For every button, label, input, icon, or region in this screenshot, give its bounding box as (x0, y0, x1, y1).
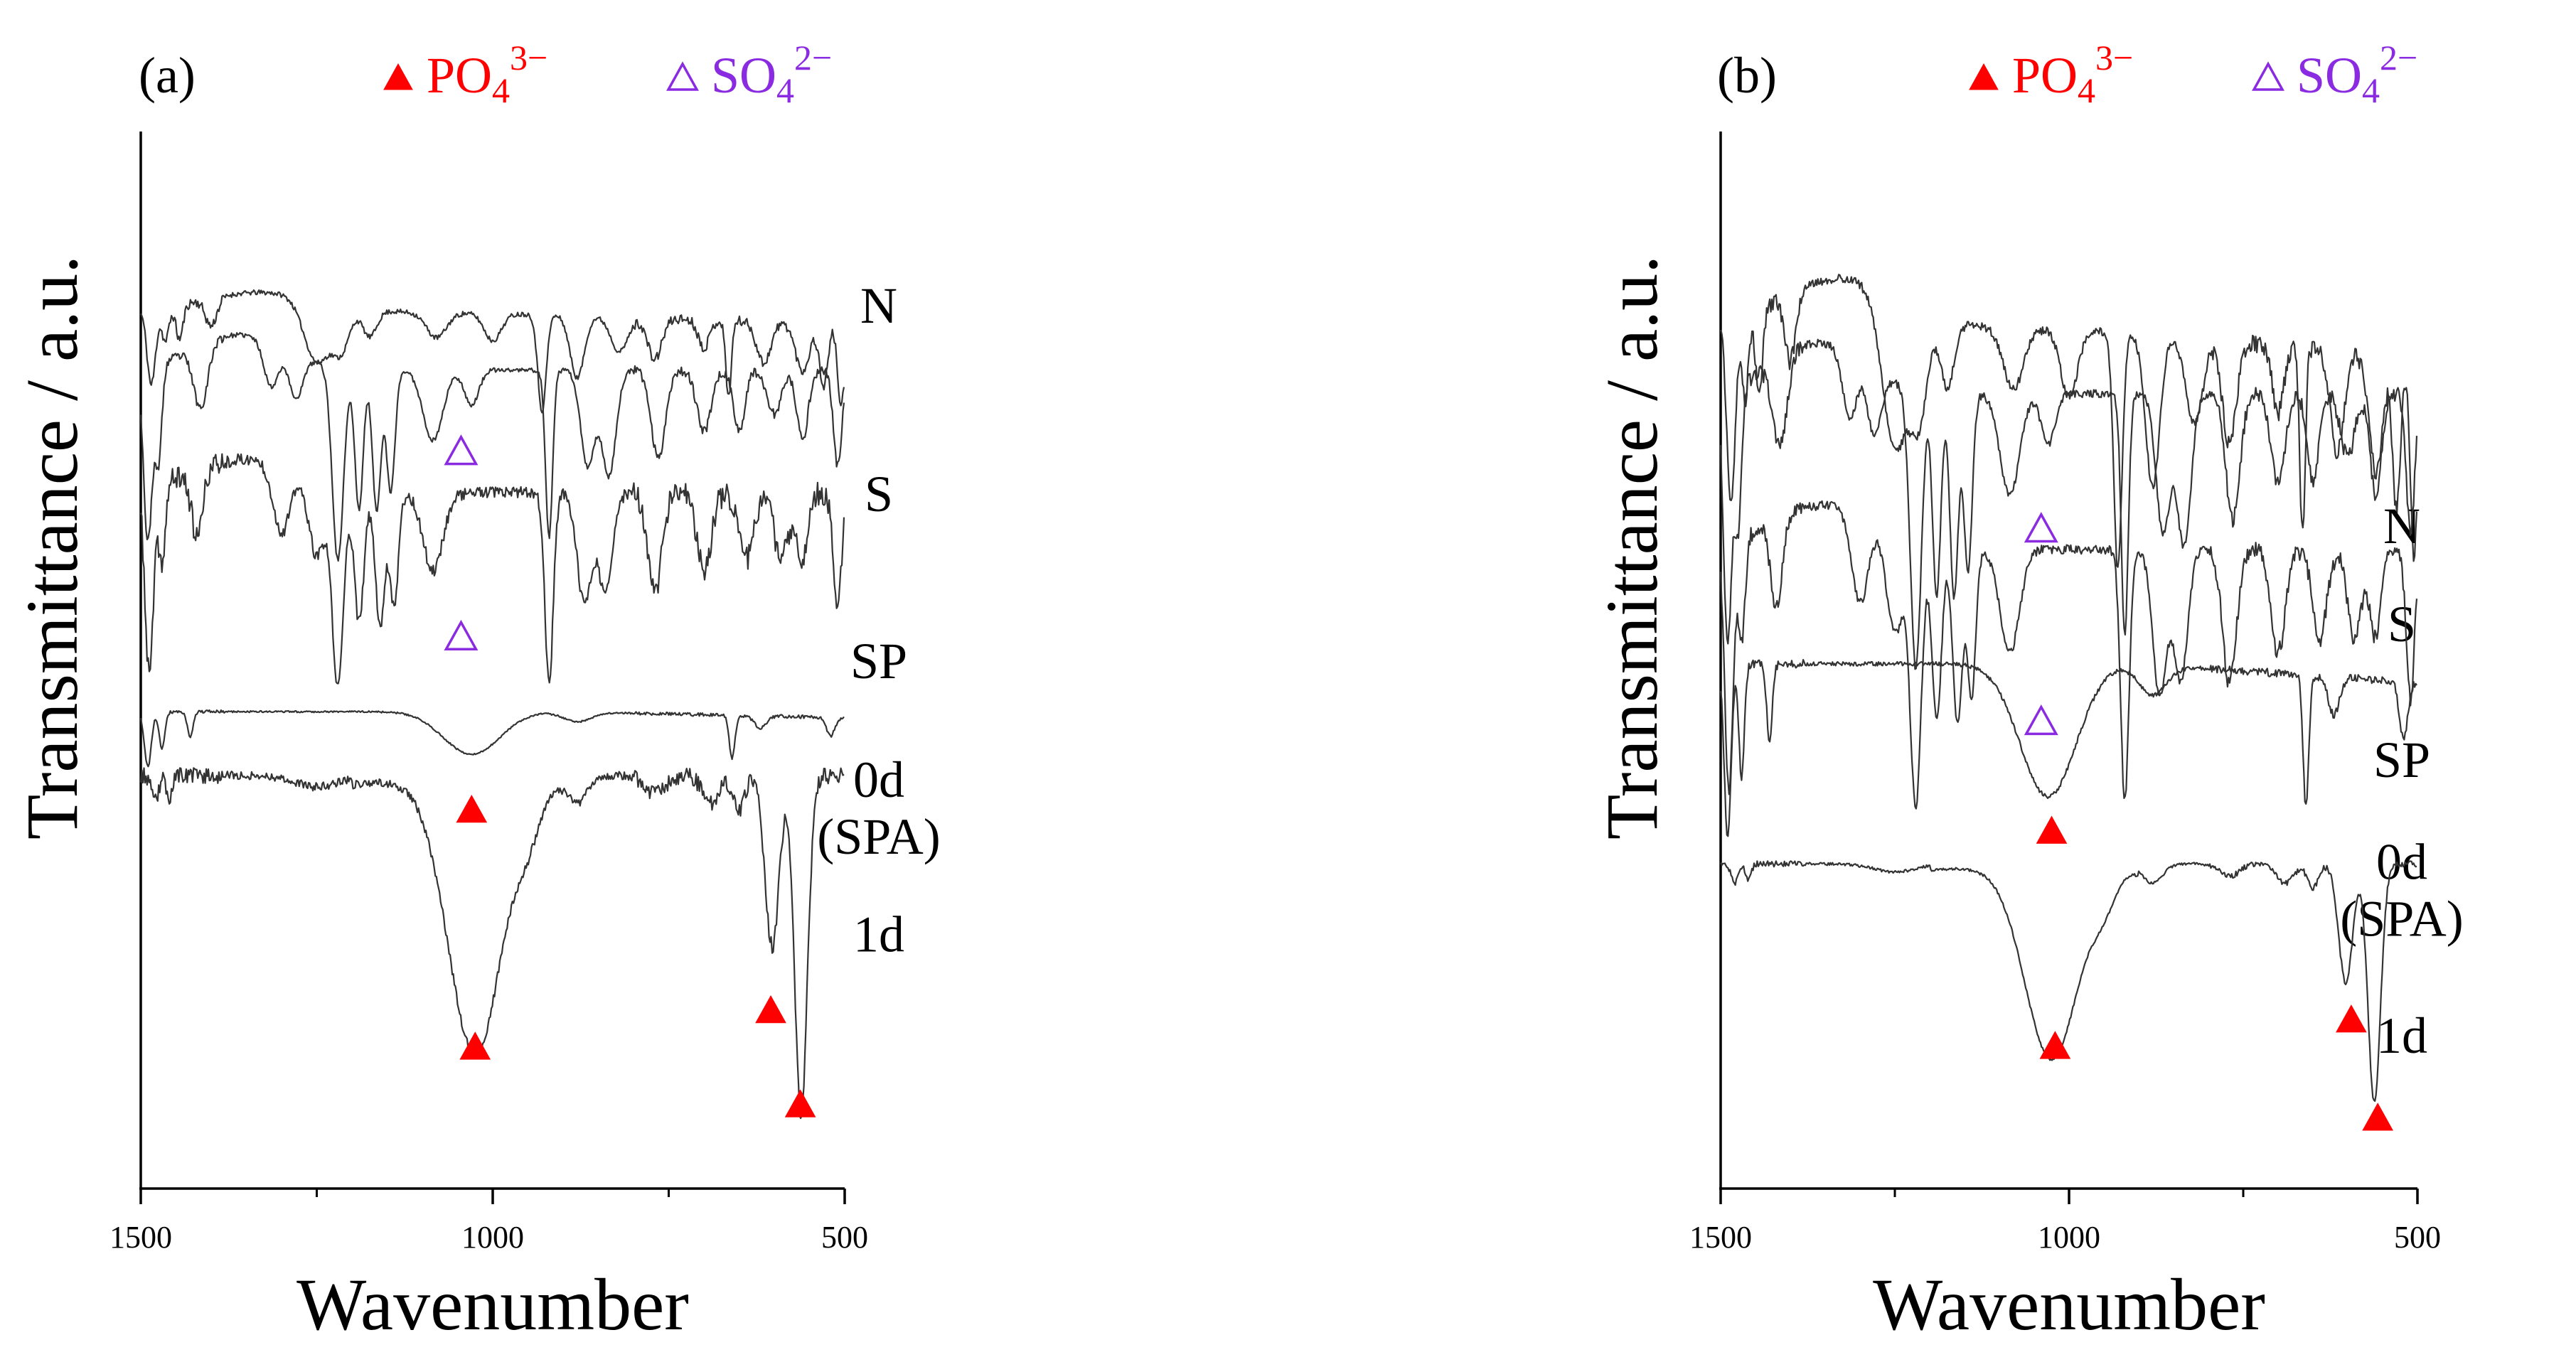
legend-phosphate-marker (383, 63, 413, 90)
legend-sup: 2− (794, 38, 832, 77)
phosphate-peak-marker (2362, 1103, 2393, 1131)
panel-label: (b) (1717, 47, 1777, 104)
legend-phosphate-marker (1969, 63, 1999, 90)
x-axis-title: Wavenumber (1873, 1264, 2265, 1346)
phosphate-peak-marker (2036, 815, 2068, 844)
legend-sulfate-marker (2252, 61, 2284, 91)
y-axis-title: Transmittance / a.u. (11, 255, 93, 840)
series-trace-1d (139, 767, 845, 1120)
phosphate-peak-marker (755, 994, 786, 1024)
x-tick-label: 1500 (1689, 1220, 1752, 1255)
x-tick-label: 1000 (461, 1220, 524, 1255)
legend-label: SO (711, 47, 776, 104)
legend-label: SO (2297, 47, 2362, 104)
x-tick-label: 1500 (109, 1220, 172, 1255)
legend-sup: 3− (2095, 38, 2133, 77)
series-label: 0d (2376, 834, 2427, 891)
legend-sup: 2− (2380, 38, 2417, 77)
panel-label: (a) (139, 47, 196, 104)
series-label: S (865, 466, 893, 522)
phosphate-peak-marker (2039, 1031, 2071, 1059)
legend-entry-0: PO43− (427, 38, 547, 110)
series-trace-sp (1719, 500, 2418, 810)
series-label: SP (2373, 731, 2430, 788)
series-label: N (2383, 498, 2420, 554)
series-trace-n (1719, 274, 2418, 568)
y-axis-title: Transmittance / a.u. (1591, 255, 1673, 840)
x-tick-label: 500 (821, 1220, 868, 1255)
legend-entry-1: SO42− (2297, 38, 2417, 110)
series-trace-s (1719, 338, 2418, 670)
series-label: 1d (2376, 1007, 2427, 1064)
legend-entry-0: PO43− (2012, 38, 2133, 110)
series-label: SP (850, 633, 907, 690)
phosphate-peak-marker (784, 1089, 816, 1117)
legend-sulfate-marker (666, 61, 699, 91)
phosphate-peak-marker (456, 794, 488, 823)
series-label: S (2388, 596, 2416, 653)
panel-a: 1500 1000 500 Wavenumber Transmittance / a.u… (11, 38, 941, 1346)
legend-label: PO (427, 47, 492, 104)
panel-b: 1500 1000 500 Wavenumber Transmittance / a.u… (1591, 38, 2464, 1346)
series-trace-1d (1719, 860, 2417, 1103)
series-label: (SPA) (2340, 891, 2463, 948)
legend-entry-1: SO42− (711, 38, 832, 110)
sulfate-peak-marker (2024, 512, 2058, 543)
phosphate-peak-marker (459, 1031, 491, 1060)
series-trace-sp (139, 453, 845, 685)
sulfate-peak-marker (2024, 704, 2058, 736)
legend-sub: 4 (776, 70, 794, 110)
series-trace-0d-spa- (1719, 659, 2417, 837)
series-label: N (860, 277, 897, 334)
x-tick-label: 500 (2394, 1220, 2441, 1255)
phosphate-peak-marker (2336, 1004, 2367, 1033)
sulfate-peak-marker (444, 619, 479, 650)
legend-sup: 3− (510, 38, 547, 77)
series-trace-0d-spa- (139, 709, 845, 768)
series-label: 0d (853, 751, 904, 808)
series-trace-n (139, 289, 845, 414)
series-trace-s (139, 332, 845, 562)
series-label: (SPA) (817, 808, 940, 865)
x-tick-label: 1000 (2038, 1220, 2100, 1255)
x-axis-title: Wavenumber (296, 1264, 689, 1346)
legend-sub: 4 (492, 70, 510, 110)
legend-sub: 4 (2078, 70, 2095, 110)
legend-sub: 4 (2362, 70, 2380, 110)
legend-label: PO (2012, 47, 2078, 104)
sulfate-peak-marker (444, 434, 479, 466)
series-label: 1d (853, 906, 904, 963)
